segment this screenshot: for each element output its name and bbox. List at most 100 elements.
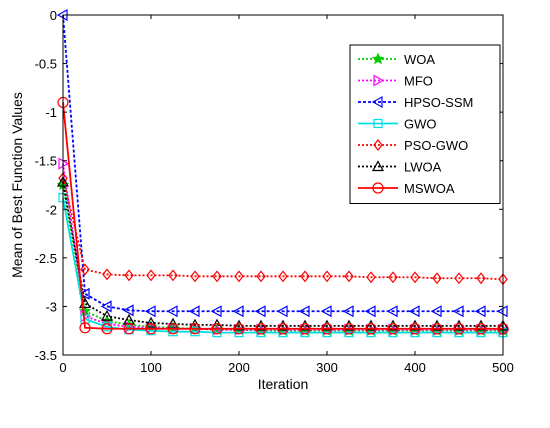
data-point-pso-gwo <box>410 271 420 284</box>
data-point-pso-gwo <box>168 269 178 282</box>
data-point-pso-gwo <box>80 263 90 276</box>
data-point-mswoa <box>189 323 201 335</box>
series-line-lwoa <box>62 181 503 327</box>
data-point-pso-gwo <box>102 268 112 281</box>
data-point-hpso-ssm <box>122 304 134 317</box>
legend-item-mswoa: MSWOA <box>358 181 455 196</box>
data-point-lwoa <box>232 319 246 331</box>
data-point-mswoa <box>409 323 421 335</box>
data-point-hpso-ssm <box>276 305 288 318</box>
x-axis-label: Iteration <box>258 376 309 392</box>
x-tick-label: 500 <box>492 360 514 375</box>
legend-marker <box>373 139 383 151</box>
legend-item-pso-gwo: PSO-GWO <box>358 138 468 153</box>
data-point-hpso-ssm <box>474 305 486 318</box>
data-point-pso-gwo <box>212 270 222 283</box>
y-tick-label: -1 <box>45 105 57 120</box>
data-point-lwoa <box>254 319 268 331</box>
legend-item-gwo: GWO <box>358 117 437 132</box>
data-point-hpso-ssm <box>210 305 222 318</box>
data-point-pso-gwo <box>388 271 398 284</box>
data-point-mswoa <box>453 323 465 335</box>
series-line-pso-gwo <box>62 177 504 281</box>
data-point-pso-gwo <box>366 271 376 284</box>
y-tick-label: -2.5 <box>35 251 57 266</box>
data-point-lwoa <box>408 319 422 331</box>
data-point-mswoa <box>145 323 157 335</box>
legend-label: GWO <box>404 117 437 132</box>
data-point-mswoa <box>475 323 487 335</box>
data-point-pso-gwo <box>256 270 266 283</box>
data-point-lwoa <box>298 319 312 331</box>
data-point-mswoa <box>233 323 245 335</box>
data-point-mswoa <box>387 323 399 335</box>
legend-marker <box>372 182 384 194</box>
legend-marker <box>371 52 385 65</box>
data-point-pso-gwo <box>300 270 310 283</box>
series-pso-gwo <box>58 172 508 286</box>
data-point-pso-gwo <box>432 272 442 285</box>
data-point-hpso-ssm <box>452 305 464 318</box>
data-point-hpso-ssm <box>166 305 178 318</box>
legend-marker <box>371 160 385 172</box>
data-point-lwoa <box>364 319 378 331</box>
data-point-hpso-ssm <box>100 300 112 313</box>
data-point-pso-gwo <box>454 272 464 285</box>
data-point-lwoa <box>100 309 114 321</box>
plot-frame <box>62 14 504 356</box>
legend-item-hpso-ssm: HPSO-SSM <box>358 95 473 110</box>
data-point-mswoa <box>431 323 443 335</box>
data-point-mswoa <box>79 322 91 334</box>
data-point-mswoa <box>299 323 311 335</box>
x-tick-label: 100 <box>140 360 162 375</box>
series-line-hpso-ssm <box>62 14 503 313</box>
data-point-mswoa <box>167 323 179 335</box>
data-point-hpso-ssm <box>298 305 310 318</box>
data-point-mswoa <box>277 323 289 335</box>
legend-marker <box>371 95 383 109</box>
data-point-lwoa <box>276 319 290 331</box>
data-point-lwoa <box>474 319 488 331</box>
data-point-pso-gwo <box>146 269 156 282</box>
series-layer <box>56 8 510 338</box>
data-point-pso-gwo <box>278 270 288 283</box>
data-point-lwoa <box>320 319 334 331</box>
data-point-mswoa <box>101 323 113 335</box>
data-point-mswoa <box>343 323 355 335</box>
data-point-mswoa <box>321 323 333 335</box>
data-point-lwoa <box>144 316 158 328</box>
legend-label: WOA <box>404 52 435 67</box>
y-tick-label: -2 <box>45 202 57 217</box>
legend-marker <box>373 74 385 87</box>
data-point-pso-gwo <box>234 270 244 283</box>
data-point-pso-gwo <box>322 270 332 283</box>
y-tick-label: -3.5 <box>35 348 57 363</box>
data-point-mswoa <box>365 323 377 335</box>
data-point-lwoa <box>342 319 356 331</box>
data-point-hpso-ssm <box>320 305 332 318</box>
data-point-mswoa <box>211 323 223 335</box>
legend-item-lwoa: LWOA <box>358 160 442 175</box>
legend-label: HPSO-SSM <box>404 95 473 110</box>
data-point-pso-gwo <box>476 272 486 285</box>
y-tick-label: -1.5 <box>35 154 57 169</box>
data-point-lwoa <box>430 319 444 331</box>
data-point-mswoa <box>123 323 135 335</box>
legend: WOA MFO HPSO-SSM GWO PSO-GWO LWOA MSWOA <box>349 44 501 204</box>
data-point-pso-gwo <box>344 270 354 283</box>
data-point-hpso-ssm <box>144 305 156 318</box>
y-tick-label: 0 <box>50 8 57 23</box>
data-point-pso-gwo <box>190 270 200 283</box>
data-point-hpso-ssm <box>430 305 442 318</box>
x-tick-label: 0 <box>59 360 66 375</box>
tick-layer: 0 100 200 300 400 500 0 -0.5 -1 -1.5 -2 -2.5 -3 -3.5 <box>35 8 514 375</box>
data-point-lwoa <box>386 319 400 331</box>
series-line-gwo <box>62 197 503 334</box>
data-point-hpso-ssm <box>342 305 354 318</box>
data-point-hpso-ssm <box>232 305 244 318</box>
legend-label: PSO-GWO <box>404 138 468 153</box>
x-tick-label: 300 <box>316 360 338 375</box>
legend-item-mfo: MFO <box>358 74 433 89</box>
data-point-hpso-ssm <box>188 305 200 318</box>
